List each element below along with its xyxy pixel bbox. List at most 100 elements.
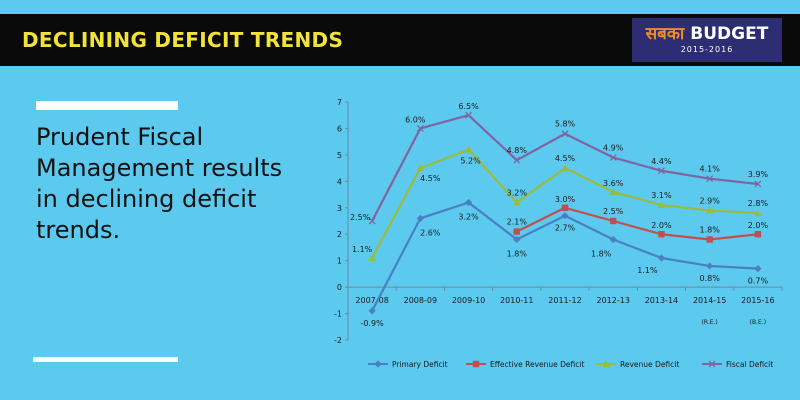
legend-label-primary-deficit: Primary Deficit (392, 360, 448, 369)
y-tick-label: 7 (337, 98, 342, 107)
revenue-deficit-point (368, 254, 376, 262)
x-marker-stroke (657, 167, 665, 175)
x-tick-label: 2012-13 (597, 296, 630, 305)
revenue-deficit-data-label: 3.2% (507, 188, 528, 197)
effective-revenue-deficit-point (754, 231, 762, 238)
y-tick-label: 5 (337, 151, 342, 160)
revenue-deficit-data-label: 2.8% (748, 199, 769, 208)
fiscal-deficit-point (561, 130, 569, 138)
primary-deficit-point (657, 254, 666, 262)
x-marker-stroke (708, 360, 716, 368)
effective-revenue-deficit-point (658, 231, 665, 238)
fiscal-deficit-data-label: 4.1% (700, 165, 721, 174)
revenue-deficit-data-label: 5.2% (460, 157, 481, 166)
triangle-marker (705, 206, 714, 214)
legend-label-effective-revenue-deficit: Effective Revenue Deficit (490, 360, 584, 369)
primary-deficit-data-label: 3.2% (458, 212, 479, 221)
x-tick-label: 2008-09 (404, 296, 437, 305)
primary-deficit-point (609, 235, 617, 244)
x-tick-label: 2013-14 (645, 296, 678, 305)
revenue-deficit-point (609, 188, 618, 195)
square-marker (658, 231, 665, 238)
primary-deficit-data-label: 2.6% (420, 228, 441, 237)
revenue-deficit-point (416, 164, 425, 172)
legend-marker (472, 360, 480, 368)
revenue-deficit-point (464, 145, 473, 153)
effective-revenue-deficit-point (610, 217, 617, 225)
effective-revenue-deficit-point (706, 236, 713, 243)
triangle-marker (416, 164, 425, 172)
triangle-marker (602, 360, 610, 367)
primary-deficit-point (561, 212, 569, 220)
logo-english-text: BUDGET (690, 24, 769, 44)
x-marker-stroke (609, 154, 617, 161)
square-marker (472, 360, 480, 368)
logo-wordmark: सबका BUDGET (632, 21, 782, 44)
revenue-deficit-data-label: 2.9% (700, 196, 721, 205)
primary-deficit-point (754, 265, 762, 273)
fiscal-deficit-point (513, 156, 521, 164)
y-tick-label: 6 (337, 124, 342, 133)
primary-deficit-data-label: 1.1% (637, 266, 658, 275)
revenue-deficit-point (561, 164, 569, 172)
fiscal-deficit-point (368, 217, 376, 225)
x-tick-label: 2010-11 (500, 296, 533, 305)
primary-deficit-point (706, 262, 714, 270)
fiscal-deficit-data-label: 4.4% (651, 157, 672, 166)
x-tick-label: 2015-16 (741, 296, 774, 305)
fiscal-deficit-data-label: 4.8% (507, 146, 528, 155)
revenue-deficit-point (657, 201, 666, 209)
fiscal-deficit-data-label: 5.8% (555, 120, 576, 129)
primary-deficit-data-label: 2.7% (555, 224, 576, 233)
square-marker (561, 204, 569, 211)
diamond-marker (464, 198, 473, 207)
x-marker-stroke (754, 180, 762, 188)
triangle-marker (512, 198, 521, 206)
header-bar: DECLINING DEFICIT TRENDS सबका BUDGET 201… (0, 14, 800, 66)
x-marker-stroke (706, 175, 714, 183)
revenue-deficit-data-label: 4.5% (555, 154, 576, 163)
x-tick-label: 2007-08 (355, 296, 388, 305)
legend-marker (602, 360, 610, 367)
triangle-marker (657, 201, 666, 209)
deficit-line-chart: -2 -1 0 1 2 3 4 5 6 7 2007-08 2008-09 2009-10 2010-11… (334, 98, 783, 369)
revenue-deficit-point (705, 206, 714, 214)
effective-revenue-deficit-line (516, 206, 759, 241)
x-marker-stroke (513, 156, 521, 164)
primary-deficit-data-label: 0.7% (748, 277, 769, 286)
fiscal-deficit-point (609, 154, 617, 161)
fiscal-deficit-point (657, 167, 665, 175)
triangle-marker (464, 145, 473, 153)
primary-deficit-data-label: 1.8% (591, 250, 612, 259)
x-tick-note: (B.E.) (750, 319, 766, 326)
fiscal-deficit-data-label: 6.0% (405, 115, 426, 124)
effective-revenue-deficit-point (561, 204, 569, 211)
headline-text: Prudent Fiscal Management results in dec… (36, 123, 283, 244)
effective-revenue-deficit-data-label: 3.0% (555, 195, 576, 204)
effective-revenue-deficit-point (513, 228, 520, 235)
legend-label-revenue-deficit: Revenue Deficit (620, 360, 679, 369)
y-tick-label: 1 (337, 257, 342, 266)
diamond-marker (374, 360, 382, 368)
x-marker-stroke (561, 130, 569, 138)
diamond-marker (657, 254, 666, 262)
triangle-marker (754, 209, 762, 217)
primary-deficit-point (464, 198, 473, 207)
legend-label-fiscal-deficit: Fiscal Deficit (726, 360, 773, 369)
y-tick-label: 0 (337, 283, 342, 292)
fiscal-deficit-data-label: 4.9% (603, 144, 624, 153)
fiscal-deficit-point (754, 180, 762, 188)
effective-revenue-deficit-data-label: 2.0% (748, 221, 769, 230)
x-tick-label: 2011-12 (548, 296, 581, 305)
triangle-marker (561, 164, 569, 172)
x-tick-label: 2014-15 (693, 296, 726, 305)
revenue-deficit-data-label: 3.1% (651, 191, 672, 200)
logo-hindi-text: सबका (645, 24, 685, 44)
fiscal-deficit-data-label: 2.5% (350, 213, 371, 222)
square-marker (706, 236, 713, 243)
x-marker-stroke (465, 111, 473, 119)
primary-deficit-data-label: 0.8% (700, 274, 721, 283)
revenue-deficit-point (512, 198, 521, 206)
triangle-marker (368, 254, 376, 262)
primary-deficit-point (513, 235, 521, 244)
